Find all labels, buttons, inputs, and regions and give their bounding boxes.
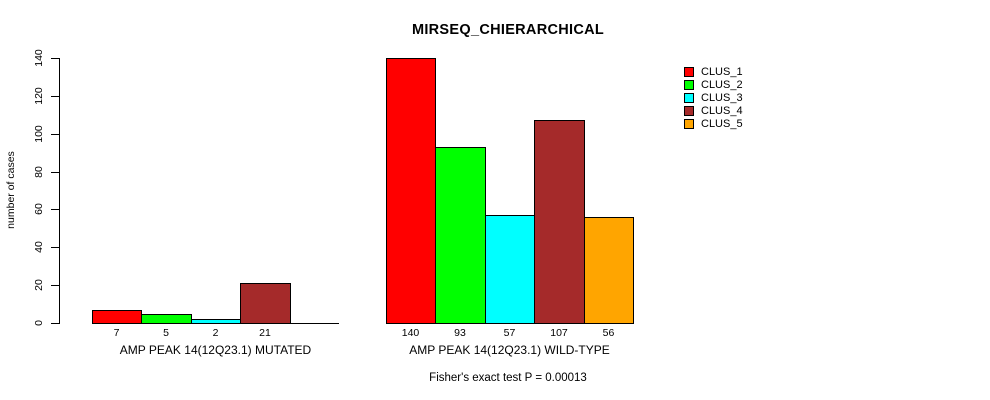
y-tick-label: 140 <box>33 49 45 67</box>
legend-label: CLUS_5 <box>701 118 743 130</box>
bar-value-label: 5 <box>163 327 169 339</box>
legend-label: CLUS_2 <box>701 79 743 91</box>
chart-title: MIRSEQ_CHIERARCHICAL <box>411 22 605 38</box>
group-axis-label: AMP PEAK 14(12Q23.1) WILD-TYPE <box>409 343 610 357</box>
bar-value-label: 7 <box>113 327 120 339</box>
bar-value-label: 21 <box>259 327 271 339</box>
legend-swatch-icon <box>684 80 694 90</box>
y-tick-label: 120 <box>33 87 45 105</box>
bar-clus_3 <box>191 319 241 324</box>
legend-label: CLUS_1 <box>701 66 743 78</box>
bar-clus_2 <box>141 314 192 324</box>
fisher-test-annotation: Fisher's exact test P = 0.00013 <box>429 372 587 384</box>
y-tick-label: 40 <box>33 241 45 253</box>
bar-clus_1 <box>92 310 142 324</box>
legend-label: CLUS_3 <box>701 92 743 104</box>
y-tick-mark <box>51 285 59 286</box>
bar-clus_1 <box>386 58 436 324</box>
y-tick-label: 20 <box>33 279 45 291</box>
y-tick-label: 60 <box>33 203 45 215</box>
y-axis-label: number of cases <box>5 151 17 229</box>
y-tick-mark <box>51 323 59 324</box>
bar-clus_2 <box>435 147 486 324</box>
y-tick-label: 100 <box>33 125 45 143</box>
y-tick-mark <box>51 58 59 59</box>
bar-value-label: 57 <box>503 327 516 339</box>
legend-label: CLUS_4 <box>701 105 743 117</box>
y-tick-label: 80 <box>33 166 45 178</box>
bar-value-label: 140 <box>401 327 420 339</box>
bar-value-label: 2 <box>212 327 219 339</box>
legend-swatch-icon <box>684 119 694 129</box>
y-tick-mark <box>51 247 59 248</box>
legend-swatch-icon <box>684 67 694 77</box>
bar-clus_5 <box>584 217 634 324</box>
y-tick-mark <box>51 209 59 210</box>
bar-value-label: 107 <box>550 327 568 339</box>
y-tick-mark <box>51 96 59 97</box>
y-tick-mark <box>51 134 59 135</box>
y-tick-mark <box>51 172 59 173</box>
group-axis-label: AMP PEAK 14(12Q23.1) MUTATED <box>119 343 312 357</box>
bar-value-label: 93 <box>454 327 466 339</box>
y-axis-line <box>59 58 60 324</box>
legend-swatch-icon <box>684 106 694 116</box>
bar-clus_4 <box>240 283 291 324</box>
bar-clus_3 <box>485 215 535 324</box>
y-tick-label: 0 <box>33 320 45 326</box>
bar-value-label: 56 <box>602 327 615 339</box>
legend-swatch-icon <box>684 93 694 103</box>
bar-clus_4 <box>534 120 585 324</box>
